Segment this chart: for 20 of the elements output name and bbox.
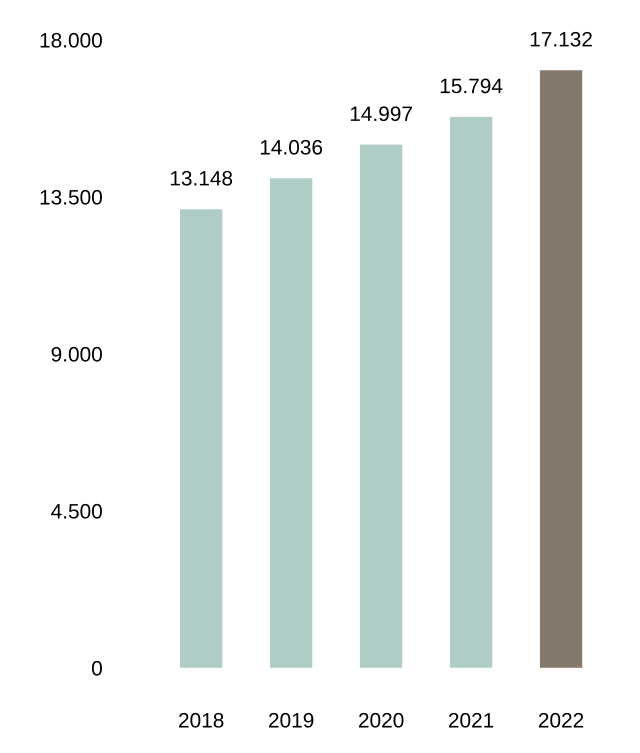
y-tick-label: 13.500 — [40, 190, 102, 205]
y-tick-label: 0 — [92, 660, 102, 676]
y-tick-label: 4.500 — [51, 504, 102, 519]
data-label: 17.132 — [530, 32, 592, 47]
bar — [180, 209, 222, 668]
x-tick-label: 2018 — [179, 712, 224, 728]
bar — [450, 116, 492, 668]
x-tick-label: 2020 — [359, 712, 404, 728]
y-tick-label: 18.000 — [40, 32, 102, 48]
x-tick-label: 2019 — [269, 712, 314, 728]
data-label: 14.997 — [350, 106, 412, 122]
data-label: 15.794 — [440, 78, 502, 94]
data-label: 13.148 — [170, 170, 232, 186]
x-tick-label: 2021 — [448, 712, 494, 728]
x-tick-label: 2022 — [538, 712, 584, 728]
bar — [540, 70, 582, 668]
bar — [270, 178, 312, 668]
bar — [360, 144, 402, 668]
data-label: 14.036 — [260, 140, 322, 155]
y-tick-label: 9.000 — [52, 346, 102, 362]
